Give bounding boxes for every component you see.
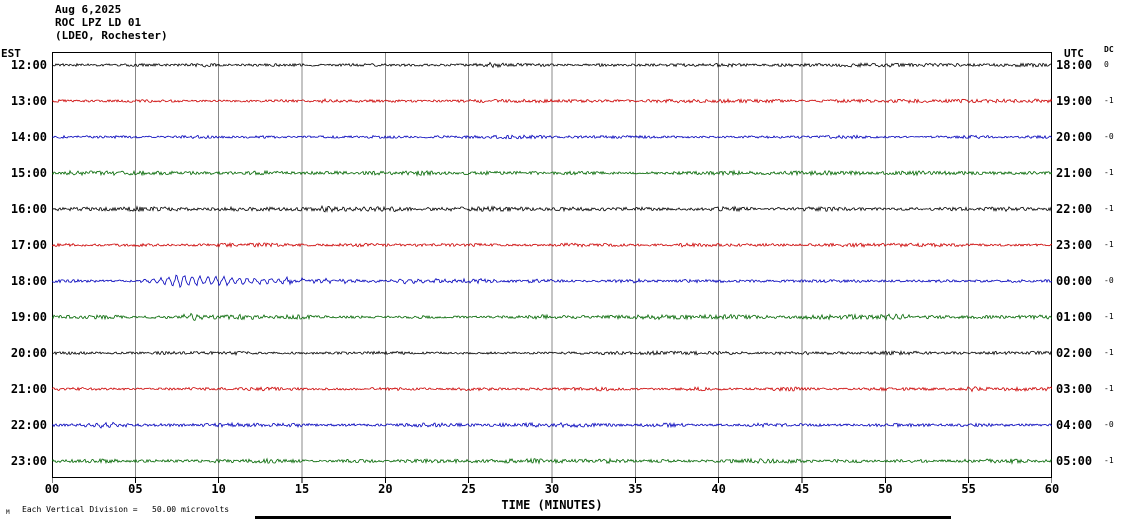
dc-value-6: -0: [1104, 276, 1114, 285]
dc-value-4: -1: [1104, 204, 1114, 213]
x-tick-label-50: 50: [878, 482, 893, 496]
title-station: ROC LPZ LD 01: [55, 16, 142, 29]
x-tick-label-40: 40: [711, 482, 726, 496]
est-label-2300: 23:00: [10, 454, 47, 468]
utc-label-2100: 21:00: [1056, 166, 1093, 180]
seismo-trace-est-2300: [52, 457, 1052, 465]
x-tick-label-20: 20: [378, 482, 393, 496]
x-tick-label-60: 60: [1044, 482, 1060, 496]
utc-label-2000: 20:00: [1056, 130, 1093, 144]
utc-label-0500: 05:00: [1056, 454, 1093, 468]
est-label-1700: 17:00: [10, 238, 47, 252]
est-label-2000: 20:00: [10, 346, 47, 360]
bottom-divider-bar: [255, 516, 951, 519]
x-tick-label-30: 30: [544, 482, 560, 496]
seismo-trace-est-2000: [52, 349, 1052, 356]
helicorder-plot: [52, 52, 1052, 483]
dc-value-3: -1: [1104, 168, 1114, 177]
x-tick-label-45: 45: [794, 482, 810, 496]
utc-label-1900: 19:00: [1056, 94, 1093, 108]
est-label-2100: 21:00: [10, 382, 47, 396]
title-network: (LDEO, Rochester): [55, 29, 168, 42]
est-label-1400: 14:00: [10, 130, 47, 144]
seismo-trace-est-2100: [52, 386, 1052, 393]
dc-value-7: -1: [1104, 312, 1114, 321]
seismo-trace-est-1900: [52, 312, 1052, 321]
footer-marker: M: [6, 509, 10, 516]
left-axis-label: EST: [1, 47, 21, 60]
utc-label-1800: 18:00: [1056, 58, 1093, 72]
dc-value-9: -1: [1104, 384, 1114, 393]
dc-axis-label: DC: [1104, 45, 1114, 54]
est-label-1500: 15:00: [10, 166, 47, 180]
dc-value-10: -0: [1104, 420, 1114, 429]
est-label-1200: 12:00: [10, 58, 47, 72]
dc-value-8: -1: [1104, 348, 1114, 357]
seismo-trace-est-1500: [52, 169, 1052, 177]
utc-label-0000: 00:00: [1056, 274, 1093, 288]
right-axis-label: UTC: [1064, 47, 1084, 60]
x-tick-label-10: 10: [211, 482, 226, 496]
dc-value-0: 0: [1104, 60, 1109, 69]
seismo-trace-est-1400: [52, 134, 1052, 140]
est-label-1300: 13:00: [10, 94, 47, 108]
seismo-trace-est-1600: [52, 205, 1052, 213]
seismo-trace-est-1200: [52, 61, 1052, 69]
utc-label-0100: 01:00: [1056, 310, 1093, 324]
utc-label-0400: 04:00: [1056, 418, 1093, 432]
seismo-trace-est-2200: [52, 421, 1052, 429]
utc-label-0200: 02:00: [1056, 346, 1093, 360]
est-label-1600: 16:00: [10, 202, 47, 216]
scale-note: Each Vertical Division = 50.00 microvolt…: [22, 505, 230, 514]
utc-label-2300: 23:00: [1056, 238, 1093, 252]
x-tick-label-00: 00: [44, 482, 60, 496]
x-tick-label-35: 35: [628, 482, 643, 496]
dc-value-5: -1: [1104, 240, 1114, 249]
est-label-1900: 19:00: [10, 310, 47, 324]
x-axis-title: TIME (MINUTES): [501, 498, 603, 512]
seismo-trace-est-1800: [52, 274, 1052, 289]
utc-label-0300: 03:00: [1056, 382, 1093, 396]
x-tick-label-15: 15: [294, 482, 310, 496]
title-date: Aug 6,2025: [55, 3, 122, 16]
x-tick-label-25: 25: [461, 482, 476, 496]
est-label-1800: 18:00: [10, 274, 47, 288]
est-label-2200: 22:00: [10, 418, 47, 432]
utc-label-2200: 22:00: [1056, 202, 1093, 216]
seismo-trace-est-1300: [52, 97, 1052, 104]
dc-value-2: -0: [1104, 132, 1114, 141]
dc-value-1: -1: [1104, 96, 1114, 105]
seismo-trace-est-1700: [52, 242, 1052, 249]
x-tick-label-55: 55: [961, 482, 976, 496]
dc-value-11: -1: [1104, 456, 1114, 465]
x-tick-label-05: 05: [128, 482, 143, 496]
plot-border: [52, 52, 1052, 478]
